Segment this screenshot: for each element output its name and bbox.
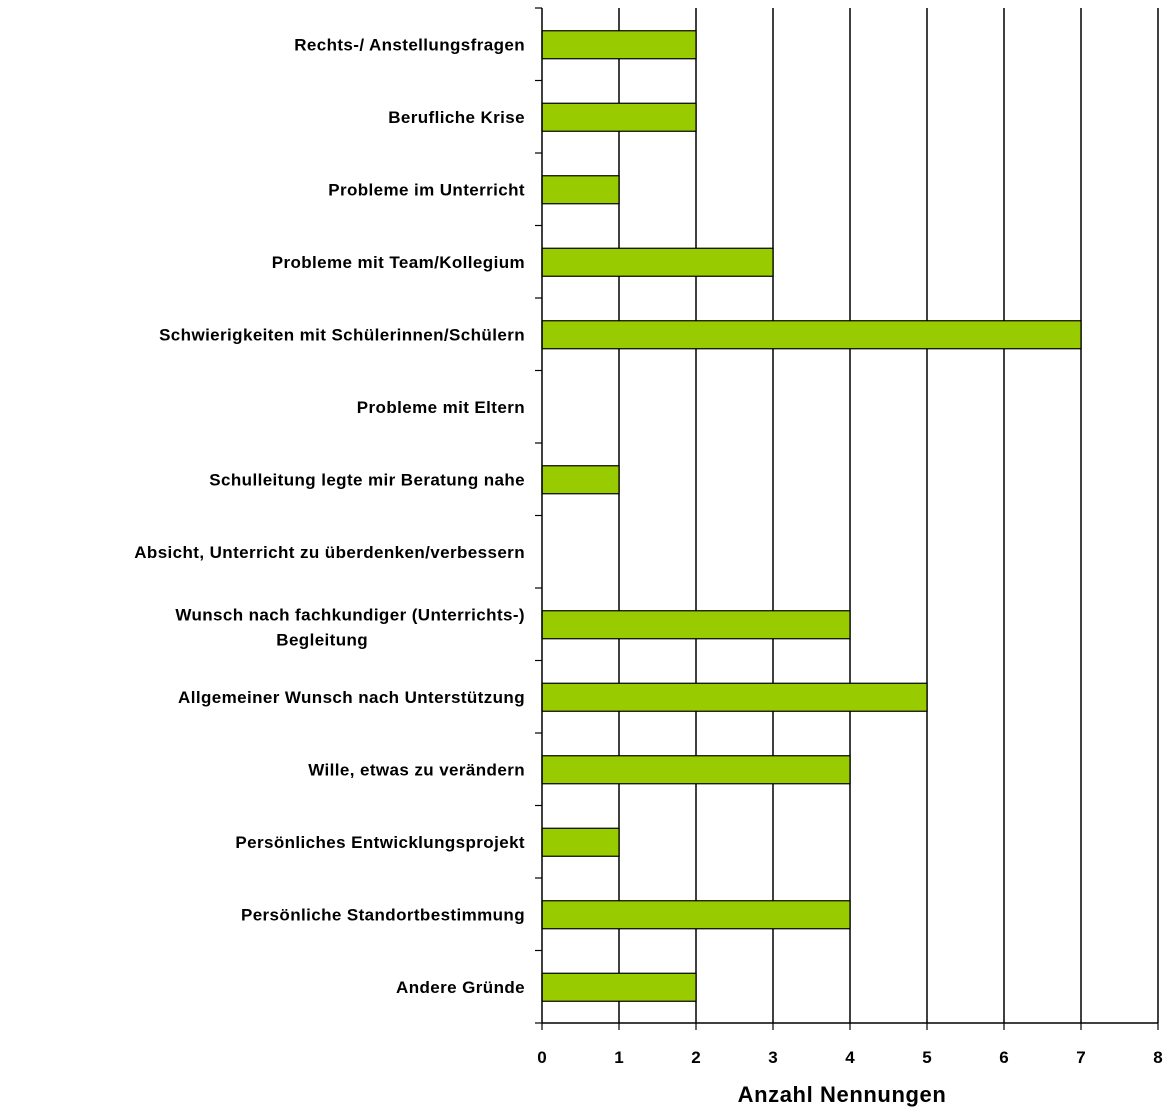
bar-9 (541, 682, 928, 712)
category-labels: Rechts-/ Anstellungsfragen Berufliche Kri… (134, 35, 525, 997)
bar-12 (541, 900, 851, 930)
category-label-11: Persönliches Entwicklungsprojekt (235, 833, 525, 852)
x-tick-label-0: 0 (537, 1048, 546, 1067)
category-label-12: Persönliche Standortbestimmung (241, 905, 525, 924)
axes (535, 7, 1159, 1030)
x-tick-label-7: 7 (1076, 1048, 1085, 1067)
bar-2 (541, 175, 620, 205)
category-label-3: Probleme mit Team/Kollegium (272, 253, 525, 272)
grid-lines (618, 8, 1159, 1023)
bar-4 (541, 320, 1082, 350)
x-axis-title: Anzahl Nennungen (738, 1082, 947, 1107)
category-label-1: Berufliche Krise (388, 108, 525, 127)
category-label-0: Rechts-/ Anstellungsfragen (294, 35, 525, 54)
bar-10 (541, 755, 851, 785)
bar-1 (541, 102, 697, 132)
x-tick-labels: 0 1 2 3 4 5 6 7 8 (537, 1048, 1162, 1067)
x-tick-label-6: 6 (999, 1048, 1008, 1067)
x-tick-label-2: 2 (691, 1048, 700, 1067)
bar-11 (541, 827, 620, 857)
category-label-7: Absicht, Unterricht zu überdenken/verbes… (134, 543, 525, 562)
category-label-2: Probleme im Unterricht (328, 180, 525, 199)
category-label-4: Schwierigkeiten mit Schülerinnen/Schüler… (159, 325, 525, 344)
bars (541, 30, 1082, 1002)
x-tick-label-3: 3 (768, 1048, 777, 1067)
x-tick-label-8: 8 (1153, 1048, 1162, 1067)
category-label-6: Schulleitung legte mir Beratung nahe (209, 470, 525, 489)
category-label-8: Wunsch nach fachkundiger (Unterrichts-) B… (175, 605, 525, 649)
bar-6 (541, 465, 620, 495)
x-tick-label-1: 1 (614, 1048, 623, 1067)
x-tick-label-5: 5 (922, 1048, 931, 1067)
category-label-9: Allgemeiner Wunsch nach Unterstützung (178, 688, 525, 707)
category-label-10: Wille, etwas zu verändern (308, 760, 525, 779)
category-label-5: Probleme mit Eltern (357, 398, 525, 417)
bar-0 (541, 30, 697, 60)
category-label-13: Andere Gründe (396, 978, 525, 997)
x-tick-label-4: 4 (845, 1048, 855, 1067)
bar-13 (541, 972, 697, 1002)
bar-8 (541, 610, 851, 640)
bar-3 (541, 247, 774, 277)
